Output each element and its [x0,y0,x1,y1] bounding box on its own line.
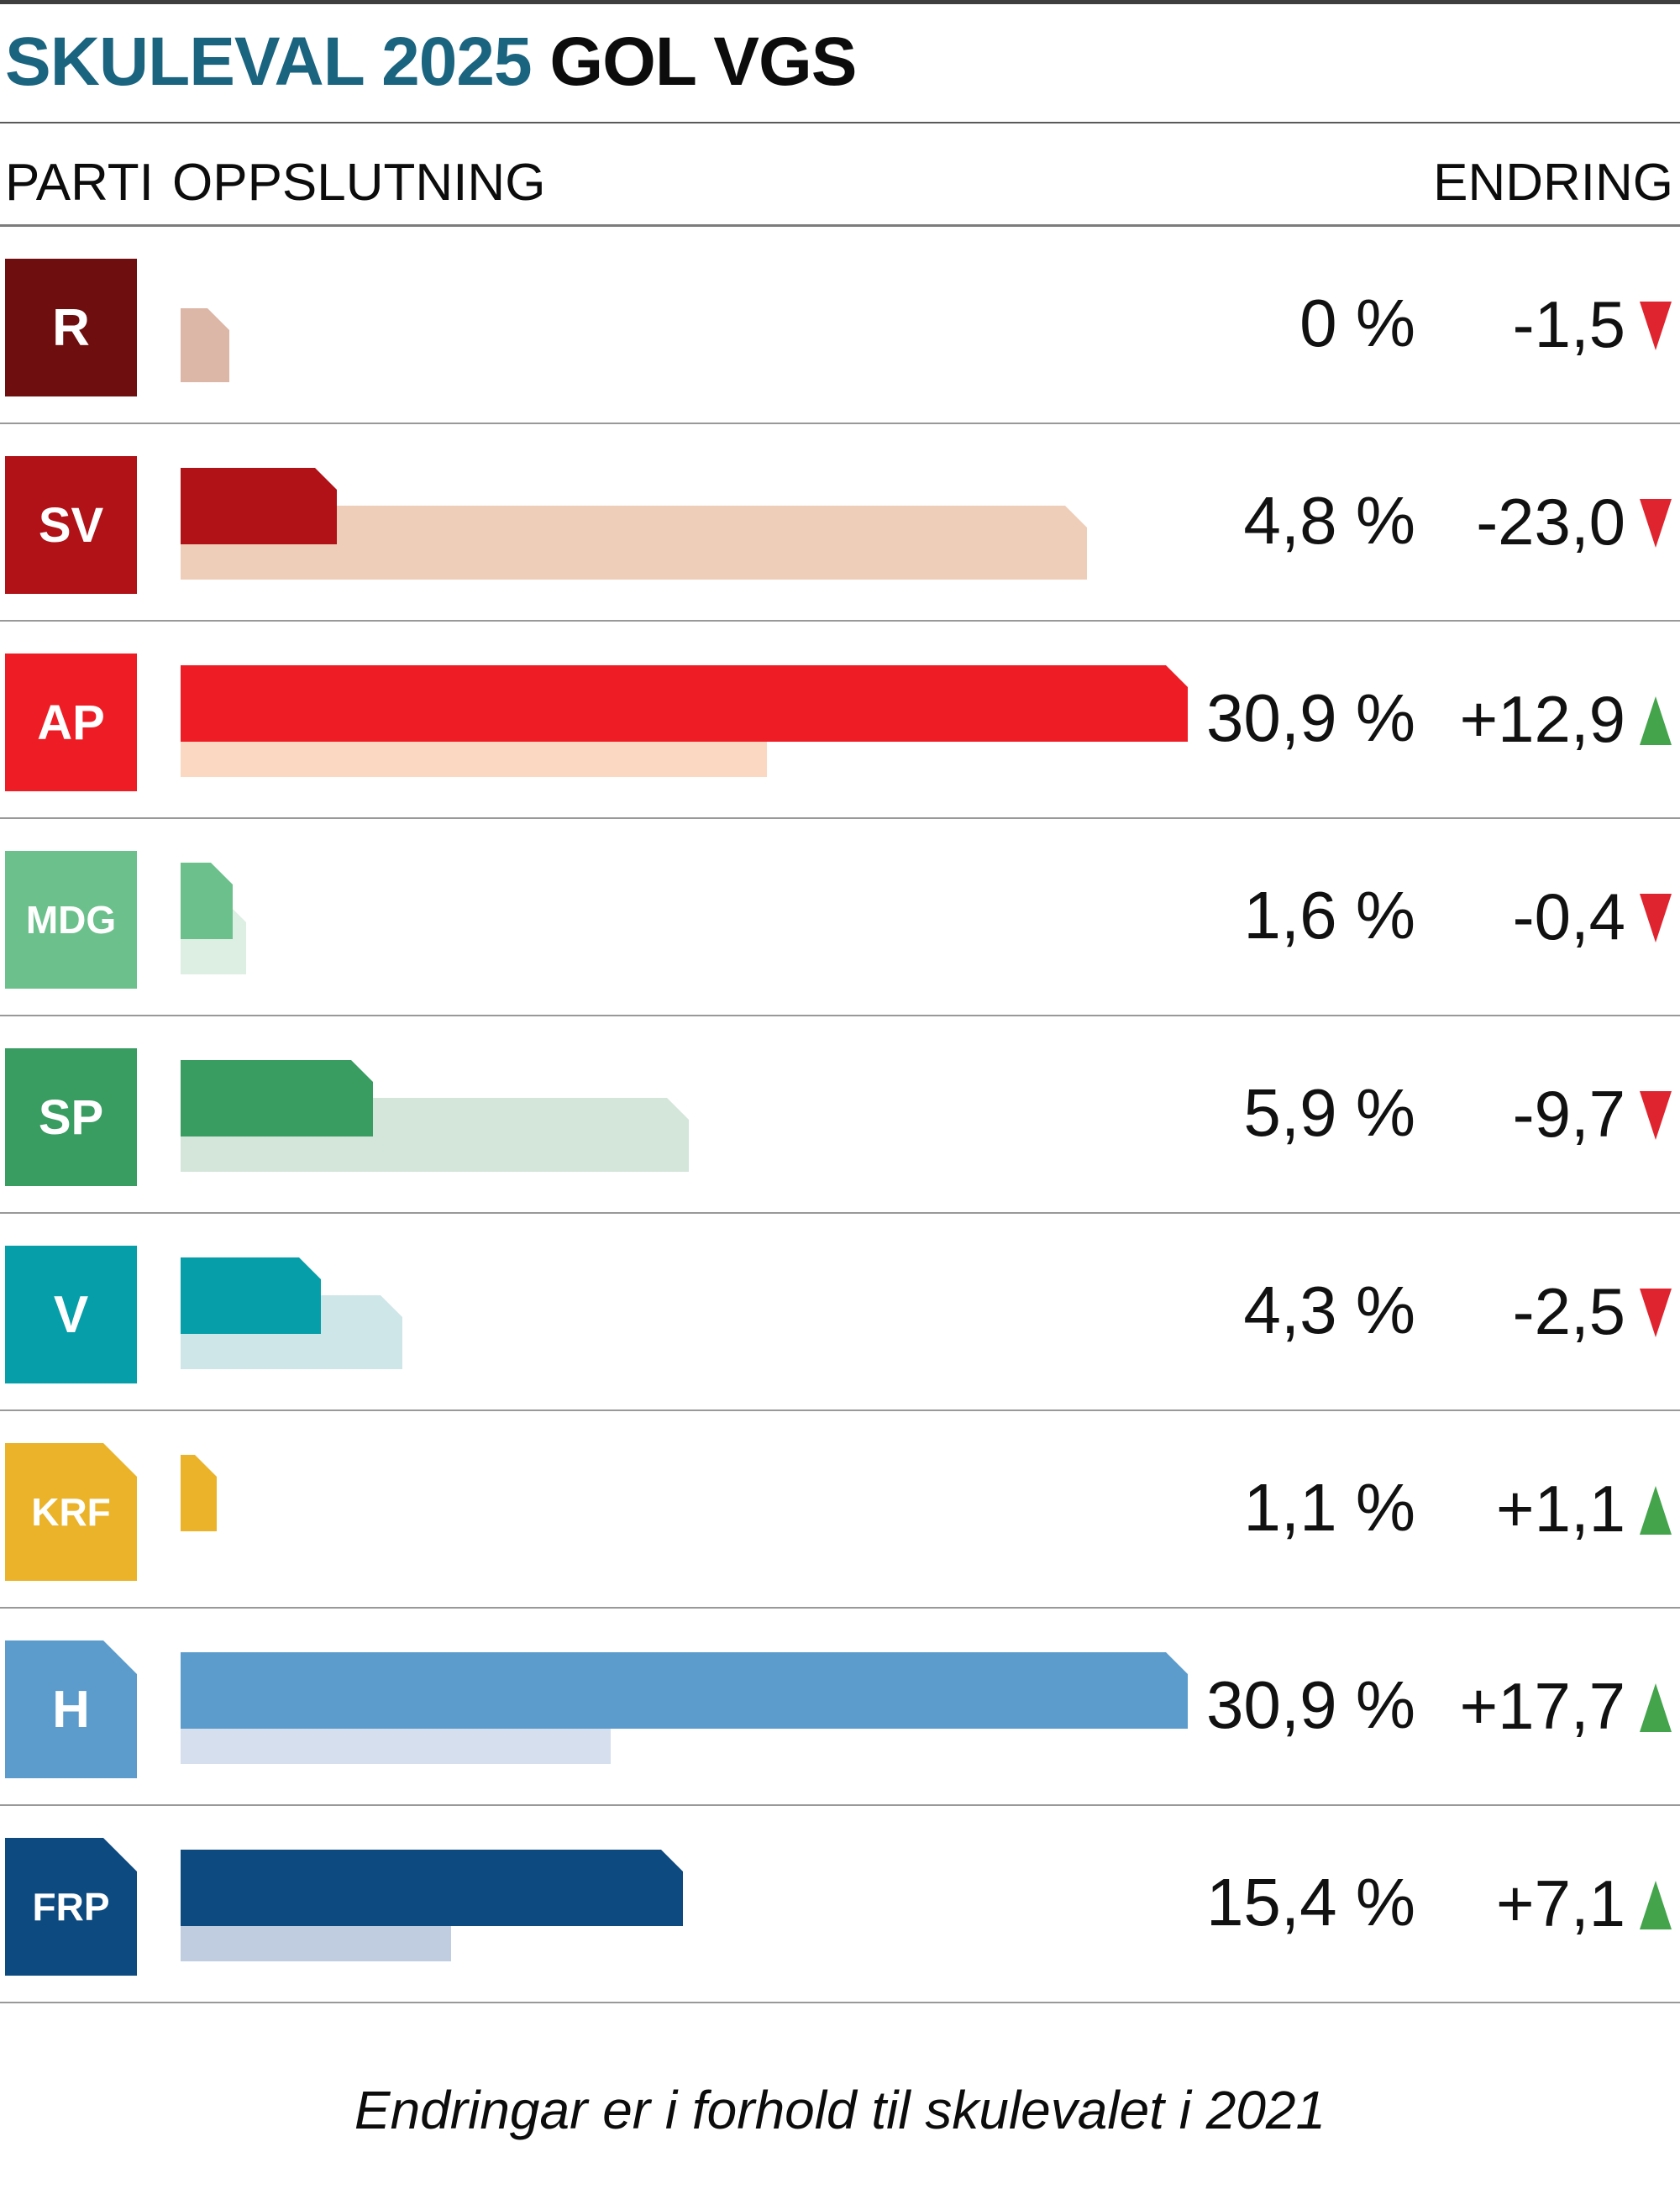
party-label: H [52,1680,90,1739]
party-label: SV [38,497,104,553]
change-value: -9,7 [1512,1077,1625,1151]
title-election: SKULEVAL 2025 [5,24,533,100]
change-value: -1,5 [1512,287,1625,361]
change-value: -2,5 [1512,1274,1625,1348]
percent-value: 0 % [1299,286,1415,360]
bar-previous-result [181,308,229,382]
party-label: V [53,1285,89,1344]
change-value: +12,9 [1459,682,1625,756]
down-triangle-icon [1640,894,1672,942]
footer-note: Endringar er i forhold til skulevalet i … [354,2080,1326,2140]
table-row-krf: KRF 1,1 % +1,1 [0,1411,1680,1609]
party-square: FRP [5,1838,137,1976]
table-row-h: H 30,9 % +17,7 [0,1609,1680,1806]
table-row-ap: AP 30,9 % +12,9 [0,622,1680,819]
change-value: +17,7 [1459,1669,1625,1743]
bar-current-result [181,665,1188,742]
down-triangle-icon [1640,1289,1672,1337]
column-header-row: PARTI OPPSLUTNING ENDRING [0,123,1680,227]
party-label: SP [38,1089,104,1145]
party-label: AP [37,695,105,750]
bar-current-result [181,1455,217,1531]
party-rows: R 0 % -1,5 SV 4,8 % -23,0 AP 30,9 % +12,… [0,227,1680,2003]
change-value: -0,4 [1512,879,1625,953]
bar-current-result [181,1652,1188,1729]
column-header-endring: ENDRING [1433,154,1673,212]
up-triangle-icon [1640,1486,1672,1535]
table-row-frp: FRP 15,4 % +7,1 [0,1806,1680,2003]
party-label: KRF [31,1490,111,1534]
bar-current-result [181,863,233,939]
up-triangle-icon [1640,696,1672,745]
bar-current-result [181,468,337,544]
party-label: MDG [25,898,117,942]
change-value: +1,1 [1496,1472,1625,1546]
party-square: KRF [5,1443,137,1581]
change-value: +7,1 [1496,1866,1625,1940]
percent-value: 30,9 % [1205,1667,1415,1742]
down-triangle-icon [1640,1091,1672,1140]
title-bar: SKULEVAL 2025 GOL VGS [0,4,1680,123]
title-school: GOL VGS [549,24,857,100]
table-row-r: R 0 % -1,5 [0,227,1680,424]
up-triangle-icon [1640,1881,1672,1929]
party-square: AP [5,654,137,791]
bar-current-result [181,1257,321,1334]
percent-value: 1,1 % [1243,1470,1415,1545]
party-square: V [5,1246,137,1383]
party-label: R [52,298,90,357]
column-header-parti: PARTI [5,154,154,212]
bar-current-result [181,1850,683,1926]
percent-value: 1,6 % [1243,878,1415,953]
table-row-mdg: MDG 1,6 % -0,4 [0,819,1680,1016]
down-triangle-icon [1640,302,1672,350]
page-title: SKULEVAL 2025 GOL VGS [5,4,1680,102]
party-square: SP [5,1048,137,1186]
party-square: SV [5,456,137,594]
table-row-sv: SV 4,8 % -23,0 [0,424,1680,622]
up-triangle-icon [1640,1683,1672,1732]
percent-value: 4,8 % [1243,483,1415,558]
party-square: H [5,1640,137,1778]
percent-value: 5,9 % [1243,1075,1415,1150]
down-triangle-icon [1640,499,1672,548]
percent-value: 15,4 % [1205,1865,1415,1940]
percent-value: 4,3 % [1243,1273,1415,1347]
column-header-oppslutning: OPPSLUTNING [172,154,546,212]
party-label: FRP [32,1885,110,1929]
party-square: R [5,259,137,396]
bar-current-result [181,1060,373,1136]
table-row-sp: SP 5,9 % -9,7 [0,1016,1680,1214]
change-value: -23,0 [1476,485,1625,559]
percent-value: 30,9 % [1205,680,1415,755]
table-row-v: V 4,3 % -2,5 [0,1214,1680,1411]
party-square: MDG [5,851,137,989]
